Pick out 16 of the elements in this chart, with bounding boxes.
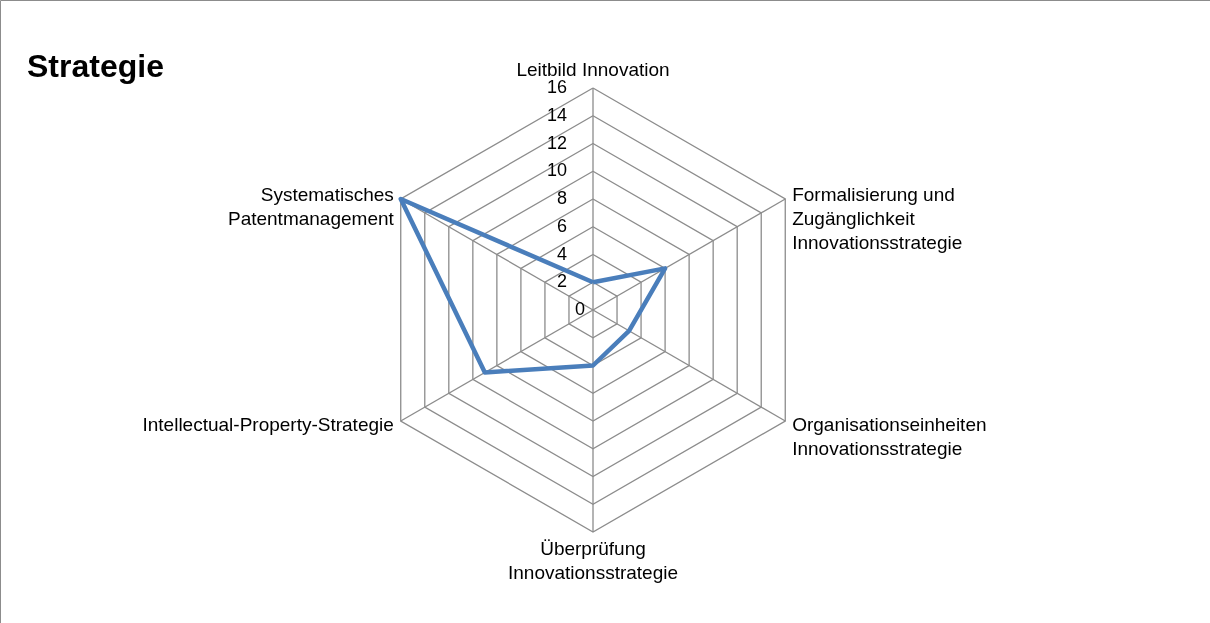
spoke-label: Überprüfung Innovationsstrategie — [507, 538, 679, 583]
y-tick-label: 8 — [556, 188, 567, 208]
y-tick-label: 14 — [546, 104, 567, 125]
spoke-label: Leitbild Innovation — [516, 59, 670, 80]
spoke-label: Organisationseinheiten Innovationsstrategie — [792, 414, 987, 459]
spoke-label: Systematisches Patentmanagement — [227, 184, 395, 229]
y-tick-label: 12 — [546, 132, 567, 153]
spoke-label: Intellectual-Property-Strategie — [142, 414, 394, 435]
y-tick-label: 4 — [556, 243, 567, 264]
y-tick-label: 0 — [574, 299, 585, 319]
y-tick-label: 16 — [546, 77, 567, 97]
y-tick-label: 10 — [546, 160, 567, 181]
spoke-label: Formalisierung und Zugänglichkeit Innovationsstrategie — [792, 184, 963, 253]
y-tick-label: 2 — [556, 271, 567, 292]
chart-title: Strategie — [27, 48, 164, 84]
y-tick-label: 6 — [556, 215, 567, 236]
